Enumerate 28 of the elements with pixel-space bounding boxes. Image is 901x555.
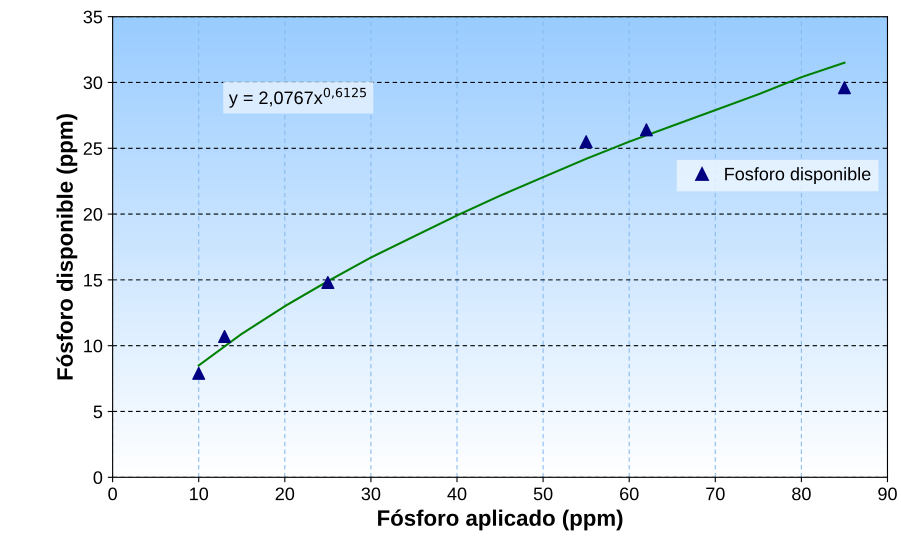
annotation: y = 2,0767x$^{0,6125}$ <box>228 88 366 108</box>
y-tick-label: 20 <box>84 208 102 221</box>
x-tick-label: 0 <box>108 488 117 500</box>
x-tick-label: 60 <box>620 488 639 500</box>
point <box>580 135 593 148</box>
x-axis-title: Fósforo aplicado (ppm) <box>378 509 622 530</box>
y-tick-label: 0 <box>94 471 102 484</box>
point <box>321 276 334 290</box>
point <box>218 330 232 343</box>
legend-label: Fosforo disponible <box>725 167 870 184</box>
y-axis-title: Fósforo disponible (ppm) <box>56 114 78 380</box>
x-tick-label: 40 <box>447 488 466 500</box>
y-tick-label: 30 <box>84 76 102 90</box>
x-tick-label: 70 <box>706 488 725 500</box>
y-tick-label: 10 <box>84 340 102 352</box>
x-tick-label: 80 <box>792 488 811 500</box>
point <box>838 81 851 94</box>
x-tick-label: 30 <box>362 488 380 500</box>
x-tick-label: 20 <box>276 488 294 500</box>
x-tick-label: 50 <box>534 488 552 500</box>
y-tick-label: 15 <box>84 274 102 287</box>
point <box>640 123 653 136</box>
point <box>192 366 206 380</box>
x-tick-label: 90 <box>878 488 897 500</box>
y-tick-label: 35 <box>84 10 102 24</box>
x-tick-label: 10 <box>190 488 208 500</box>
y-tick-label: 25 <box>84 142 102 155</box>
y-tick-label: 5 <box>94 406 102 418</box>
